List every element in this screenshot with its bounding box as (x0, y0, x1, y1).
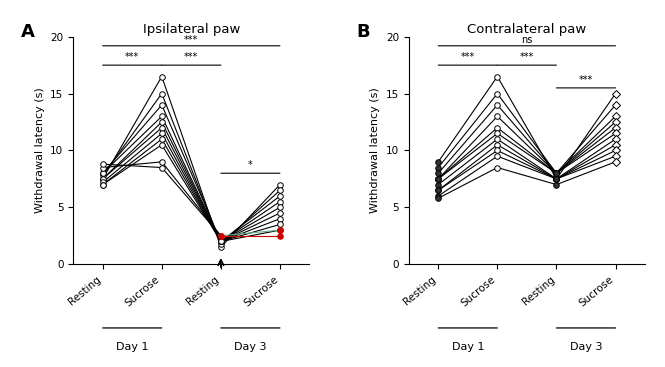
Text: ***: *** (520, 52, 534, 62)
Text: *: * (248, 160, 253, 170)
Y-axis label: Withdrawal latency (s): Withdrawal latency (s) (370, 88, 380, 213)
Text: B: B (356, 23, 370, 41)
Text: Day 3: Day 3 (234, 342, 267, 352)
Text: A: A (21, 23, 35, 41)
Text: ns: ns (521, 34, 533, 45)
Title: Ipsilateral paw: Ipsilateral paw (142, 22, 240, 36)
Text: Day 3: Day 3 (570, 342, 602, 352)
Text: ***: *** (579, 75, 593, 85)
Y-axis label: Withdrawal latency (s): Withdrawal latency (s) (35, 88, 45, 213)
Text: Day 1: Day 1 (116, 342, 148, 352)
Text: ***: *** (125, 52, 140, 62)
Text: ***: *** (184, 34, 198, 45)
Text: Day 1: Day 1 (452, 342, 484, 352)
Text: ***: *** (184, 52, 198, 62)
Text: ***: *** (461, 52, 475, 62)
Title: Contralateral paw: Contralateral paw (467, 22, 587, 36)
